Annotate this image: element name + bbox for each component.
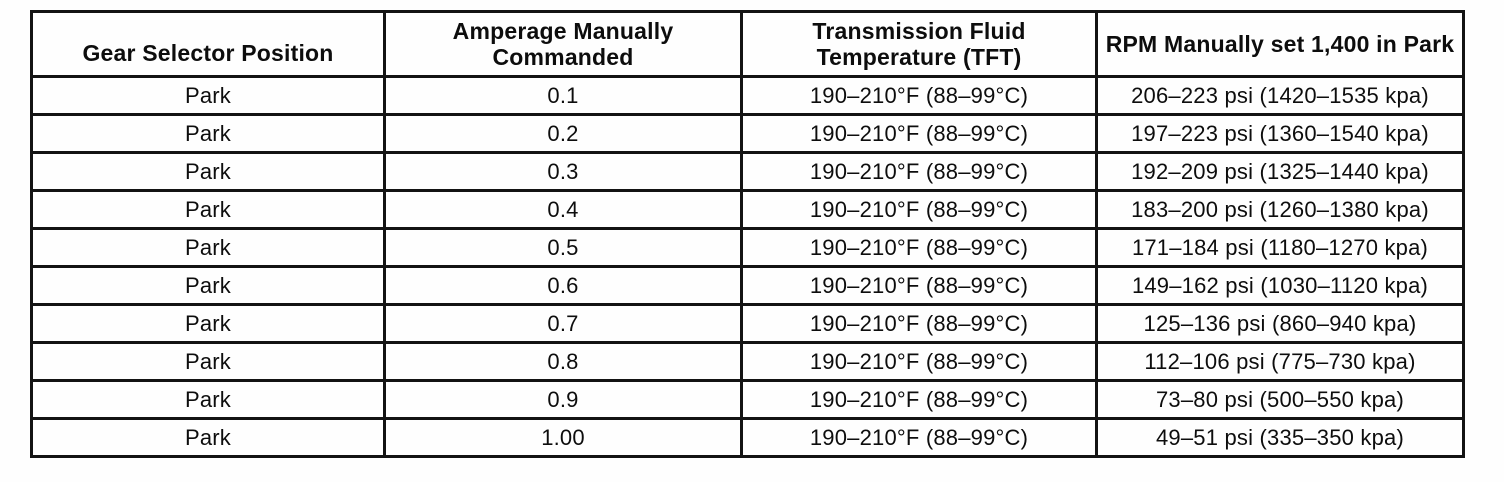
gear-position-cell: Park — [30, 113, 386, 154]
amperage-cell: 0.9 — [383, 379, 743, 420]
header-amperage-commanded: Amperage Manually Commanded — [383, 10, 743, 78]
gear-position-cell: Park — [30, 303, 386, 344]
pressure-cell: 49–51 psi (335–350 kpa) — [1095, 417, 1465, 458]
header-transmission-fluid-temperature: Transmission Fluid Temperature (TFT) — [740, 10, 1098, 78]
gear-position-cell: Park — [30, 189, 386, 230]
amperage-cell: 0.4 — [383, 189, 743, 230]
table-row: Park 0.5 190–210°F (88–99°C) 171–184 psi… — [30, 227, 1465, 268]
pressure-cell: 73–80 psi (500–550 kpa) — [1095, 379, 1465, 420]
pressure-cell: 197–223 psi (1360–1540 kpa) — [1095, 113, 1465, 154]
table-row: Park 0.3 190–210°F (88–99°C) 192–209 psi… — [30, 151, 1465, 192]
header-rpm-manually-set: RPM Manually set 1,400 in Park — [1095, 10, 1465, 78]
tft-cell: 190–210°F (88–99°C) — [740, 189, 1098, 230]
table-row: Park 0.1 190–210°F (88–99°C) 206–223 psi… — [30, 75, 1465, 116]
amperage-cell: 0.8 — [383, 341, 743, 382]
table-row: Park 0.6 190–210°F (88–99°C) 149–162 psi… — [30, 265, 1465, 306]
amperage-cell: 1.00 — [383, 417, 743, 458]
tft-cell: 190–210°F (88–99°C) — [740, 379, 1098, 420]
tft-cell: 190–210°F (88–99°C) — [740, 341, 1098, 382]
amperage-cell: 0.5 — [383, 227, 743, 268]
tft-cell: 190–210°F (88–99°C) — [740, 151, 1098, 192]
pressure-cell: 183–200 psi (1260–1380 kpa) — [1095, 189, 1465, 230]
gear-position-cell: Park — [30, 265, 386, 306]
tft-cell: 190–210°F (88–99°C) — [740, 113, 1098, 154]
header-gear-selector-position: Gear Selector Position — [30, 10, 386, 78]
table-row: Park 0.4 190–210°F (88–99°C) 183–200 psi… — [30, 189, 1465, 230]
gear-position-cell: Park — [30, 341, 386, 382]
amperage-cell: 0.7 — [383, 303, 743, 344]
amperage-cell: 0.1 — [383, 75, 743, 116]
pressure-cell: 192–209 psi (1325–1440 kpa) — [1095, 151, 1465, 192]
tft-cell: 190–210°F (88–99°C) — [740, 417, 1098, 458]
line-pressure-spec-table: Gear Selector Position Amperage Manually… — [30, 10, 1465, 458]
amperage-cell: 0.6 — [383, 265, 743, 306]
pressure-cell: 125–136 psi (860–940 kpa) — [1095, 303, 1465, 344]
gear-position-cell: Park — [30, 227, 386, 268]
amperage-cell: 0.3 — [383, 151, 743, 192]
pressure-cell: 206–223 psi (1420–1535 kpa) — [1095, 75, 1465, 116]
table-row: Park 0.7 190–210°F (88–99°C) 125–136 psi… — [30, 303, 1465, 344]
header-row: Gear Selector Position Amperage Manually… — [30, 10, 1465, 78]
pressure-cell: 112–106 psi (775–730 kpa) — [1095, 341, 1465, 382]
table-row: Park 1.00 190–210°F (88–99°C) 49–51 psi … — [30, 417, 1465, 458]
tft-cell: 190–210°F (88–99°C) — [740, 227, 1098, 268]
gear-position-cell: Park — [30, 151, 386, 192]
tft-cell: 190–210°F (88–99°C) — [740, 265, 1098, 306]
table-row: Park 0.8 190–210°F (88–99°C) 112–106 psi… — [30, 341, 1465, 382]
pressure-cell: 149–162 psi (1030–1120 kpa) — [1095, 265, 1465, 306]
table-row: Park 0.2 190–210°F (88–99°C) 197–223 psi… — [30, 113, 1465, 154]
amperage-cell: 0.2 — [383, 113, 743, 154]
pressure-cell: 171–184 psi (1180–1270 kpa) — [1095, 227, 1465, 268]
gear-position-cell: Park — [30, 75, 386, 116]
table-row: Park 0.9 190–210°F (88–99°C) 73–80 psi (… — [30, 379, 1465, 420]
gear-position-cell: Park — [30, 417, 386, 458]
tft-cell: 190–210°F (88–99°C) — [740, 75, 1098, 116]
tft-cell: 190–210°F (88–99°C) — [740, 303, 1098, 344]
gear-position-cell: Park — [30, 379, 386, 420]
